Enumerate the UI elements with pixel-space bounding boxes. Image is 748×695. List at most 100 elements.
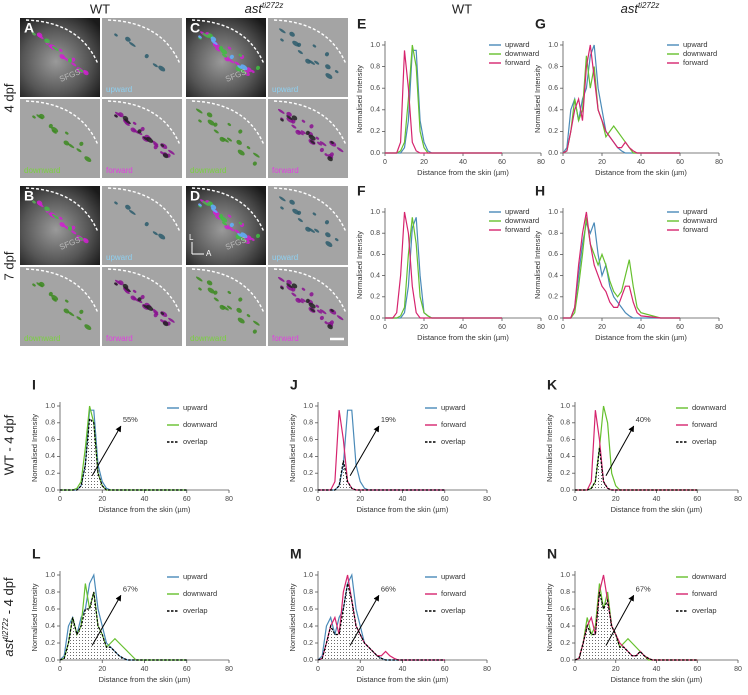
x-tick-label: 80 [483, 496, 491, 503]
overlap-area [318, 460, 445, 490]
series-line [385, 217, 502, 319]
signal-blob [76, 316, 82, 321]
signal-blob [125, 36, 131, 42]
x-tick-label: 20 [612, 496, 620, 503]
y-tick-label: 0.0 [303, 487, 313, 494]
x-tick-label: 0 [58, 496, 62, 503]
signal-blob [253, 152, 260, 158]
signal-blob [207, 119, 215, 126]
signal-blob [305, 130, 310, 136]
x-tick-label: 0 [383, 159, 387, 166]
header-sup: ti272z [262, 1, 283, 10]
signal-blob [198, 287, 202, 291]
signal-blob [146, 305, 154, 311]
signal-blob [83, 70, 89, 76]
x-tick-label: 20 [598, 324, 606, 331]
y-tick-label: 0.8 [303, 589, 313, 596]
signal-blob [36, 114, 44, 120]
signal-blob [227, 58, 235, 64]
y-tick-label: 0.2 [45, 470, 55, 477]
y-tick-label: 0.2 [370, 128, 380, 135]
signal-blob [227, 291, 232, 295]
signal-blob [301, 287, 306, 291]
signal-blob [36, 202, 44, 208]
legend-label: upward [183, 403, 208, 412]
y-tick-label: 0.6 [45, 436, 55, 443]
legend-label: overlap [692, 437, 717, 446]
y-tick-label: 0.4 [303, 623, 313, 630]
annotation: 67% [123, 584, 138, 593]
signal-blob [198, 203, 202, 207]
skin-boundary [25, 19, 99, 65]
x-tick-label: 80 [734, 496, 742, 503]
signal-blob [226, 305, 233, 310]
signal-blob [236, 139, 242, 145]
signal-blob [153, 143, 159, 148]
series-line [318, 460, 445, 491]
legend-label: downward [505, 216, 539, 225]
signal-blob [300, 298, 306, 303]
series-line [562, 55, 680, 154]
signal-blob [132, 289, 137, 293]
panel-letter: G [535, 16, 546, 32]
x-tick-label: 0 [561, 324, 565, 331]
signal-blob [198, 35, 202, 39]
y-tick-label: 0.2 [303, 470, 313, 477]
signal-blob [301, 119, 306, 123]
signal-blob [324, 220, 330, 225]
y-tick-label: 0.0 [45, 487, 55, 494]
signal-blob [114, 279, 122, 285]
x-tick-label: 80 [537, 324, 545, 331]
y-tick-label: 1.0 [548, 209, 558, 216]
signal-blob [297, 218, 303, 223]
legend-label: forward [692, 589, 717, 598]
signal-blob [319, 315, 324, 321]
signal-blob [297, 298, 304, 304]
x-tick-label: 0 [383, 324, 387, 331]
signal-blob [211, 40, 218, 45]
annotation-arrow [91, 425, 122, 476]
signal-blob [237, 65, 243, 69]
signal-blob [44, 38, 50, 44]
panel-letter: F [357, 183, 366, 199]
series-line [575, 447, 698, 491]
x-tick-label: 60 [183, 496, 191, 503]
header-text: ast [621, 1, 640, 16]
signal-blob [215, 215, 221, 220]
column-header: astti272z [245, 1, 284, 17]
series-line [562, 44, 680, 154]
signal-blob [206, 112, 213, 118]
signal-blob [319, 309, 327, 315]
signal-blob [238, 221, 243, 225]
y-tick-label: 0.2 [560, 470, 570, 477]
x-axis-label: Distance from the skin (µm) [357, 505, 449, 514]
signal-blob [315, 304, 320, 308]
y-tick-label: 1.0 [560, 572, 570, 579]
legend-label: downward [692, 403, 726, 412]
signal-blob [327, 324, 333, 330]
series-line [59, 591, 187, 661]
signal-blob [227, 214, 232, 218]
x-tick-label: 20 [598, 159, 606, 166]
signal-blob [297, 130, 304, 136]
legend-label: downward [183, 589, 217, 598]
x-axis-label: Distance from the skin (µm) [611, 675, 703, 684]
signal-blob [83, 238, 89, 244]
legend-label: overlap [441, 606, 466, 615]
signal-blob [334, 70, 339, 74]
signal-blob [305, 298, 310, 304]
overlap-area [60, 592, 187, 660]
y-tick-label: 1.0 [370, 209, 380, 216]
panel-letter: D [190, 188, 200, 204]
signal-blob [240, 232, 248, 239]
signal-blob [227, 123, 232, 127]
panel-letter: K [547, 377, 557, 393]
signal-blob [51, 213, 59, 219]
signal-blob [114, 114, 118, 118]
signal-blob [64, 299, 69, 303]
signal-blob [251, 70, 255, 74]
signal-blob [58, 48, 63, 52]
x-tick-label: 20 [420, 324, 428, 331]
signal-blob [309, 124, 314, 129]
